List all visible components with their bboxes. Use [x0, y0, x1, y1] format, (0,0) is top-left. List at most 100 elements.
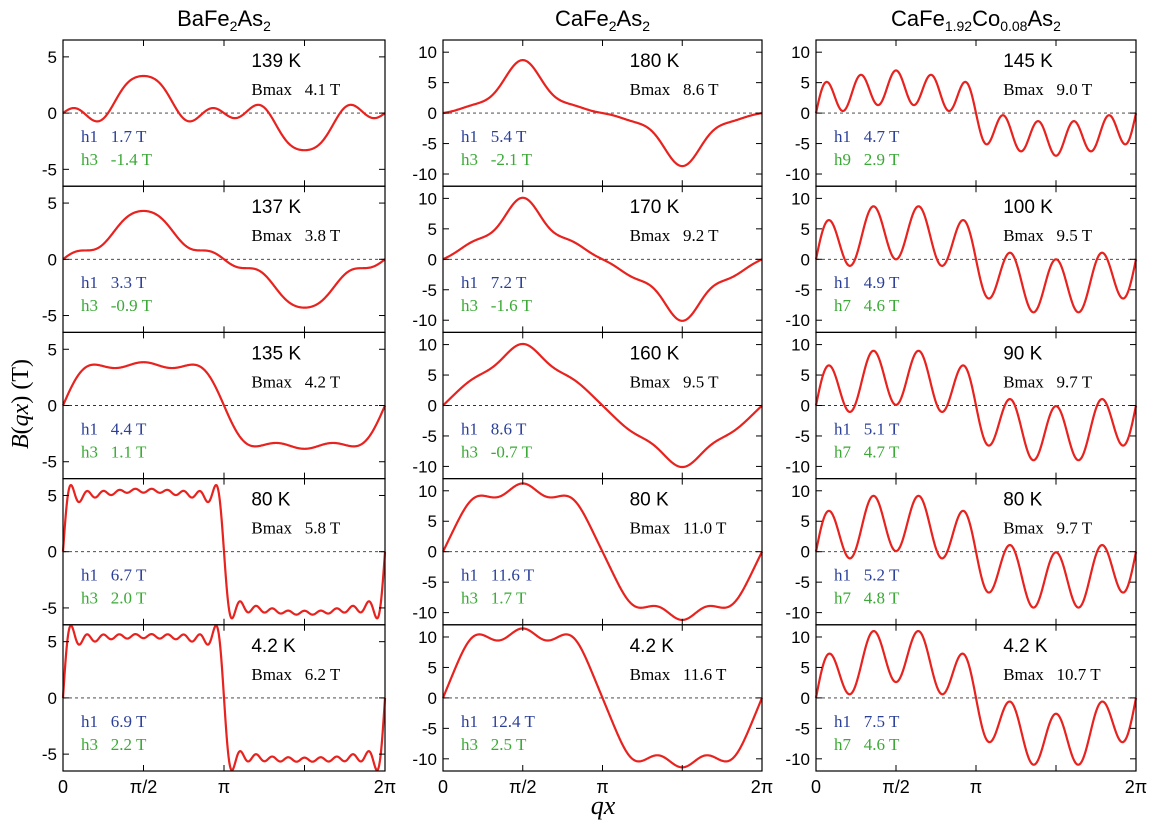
h1-label: h1 11.6 T: [461, 566, 535, 585]
y-tick-label: 10: [791, 482, 810, 501]
y-tick-label: 0: [48, 543, 57, 562]
y-tick-label: 10: [791, 189, 810, 208]
y-tick-label: 0: [428, 104, 437, 123]
harmonic-label: h3 -1.6 T: [461, 296, 533, 315]
y-tick-label: 5: [428, 74, 437, 93]
y-tick-label: 0: [428, 543, 437, 562]
y-tick-label: -10: [785, 457, 810, 476]
y-tick-label: 5: [48, 486, 57, 505]
field-curve: [814, 629, 1138, 766]
y-axis-label: B(qx) (T): [8, 359, 34, 449]
field-curve: [442, 59, 763, 168]
panel: 5 0 -5 80 K Bmax 5.8 T h1 6.7 T h3 2.0 T: [42, 478, 387, 626]
h1-label: h1 4.4 T: [81, 419, 147, 438]
bmax-label: Bmax 9.5 T: [630, 372, 720, 391]
y-tick-label: -5: [795, 135, 810, 154]
h1-label: h1 8.6 T: [461, 419, 527, 438]
harmonic-label: h9 2.9 T: [834, 150, 900, 169]
y-tick-label: -5: [795, 573, 810, 592]
y-tick-label: -10: [412, 750, 437, 769]
y-tick-label: 5: [48, 194, 57, 213]
y-tick-label: 0: [801, 250, 810, 269]
harmonic-label: h3 -1.4 T: [81, 150, 153, 169]
temperature-label: 4.2 K: [1003, 636, 1048, 657]
y-tick-label: -5: [42, 745, 57, 764]
temperature-label: 4.2 K: [251, 636, 296, 657]
h1-label: h1 5.1 T: [834, 419, 900, 438]
y-tick-label: -5: [795, 281, 810, 300]
h1-label: h1 4.9 T: [834, 273, 900, 292]
panel: 5 0 -5 139 K Bmax 4.1 T h1 1.7 T h3 -1.4 T: [42, 39, 386, 187]
y-tick-label: -5: [422, 135, 437, 154]
bmax-label: Bmax 9.7 T: [1003, 372, 1093, 391]
temperature-label: 100 K: [1003, 197, 1053, 218]
temperature-label: 135 K: [251, 343, 301, 364]
y-tick-label: 5: [801, 658, 810, 677]
panel: 10 5 0 -5 -10 180 K Bmax 8.6 T h1 5.4 T h3 -2.1 …: [412, 39, 763, 187]
h1-label: h1 5.2 T: [834, 566, 900, 585]
y-tick-label: 0: [428, 250, 437, 269]
y-tick-label: 5: [48, 340, 57, 359]
field-curve: [442, 482, 763, 622]
field-curve: [62, 74, 386, 152]
bmax-label: Bmax 11.6 T: [630, 665, 727, 684]
y-tick-label: 5: [428, 658, 437, 677]
h1-label: h1 3.3 T: [81, 273, 147, 292]
bmax-label: Bmax 9.7 T: [1003, 519, 1093, 538]
y-tick-label: 0: [48, 250, 57, 269]
y-tick-label: 5: [801, 366, 810, 385]
panel: 10 5 0 -5 -10 90 K Bmax 9.7 T h1 5.1 T h7 4.7 T: [785, 331, 1138, 480]
y-tick-label: 0: [801, 543, 810, 562]
y-tick-label: -10: [785, 750, 810, 769]
y-tick-label: 10: [791, 628, 810, 647]
y-tick-label: 0: [48, 397, 57, 416]
y-tick-label: -5: [42, 307, 57, 326]
temperature-label: 4.2 K: [630, 636, 675, 657]
field-curve: [61, 624, 387, 772]
x-tick-label: 2π: [374, 777, 396, 797]
y-tick-label: 0: [48, 689, 57, 708]
field-curve: [814, 205, 1138, 314]
y-tick-label: 5: [428, 220, 437, 239]
y-tick-label: -5: [422, 573, 437, 592]
temperature-label: 137 K: [251, 197, 301, 218]
y-tick-label: -10: [412, 457, 437, 476]
h1-label: h1 7.2 T: [461, 273, 527, 292]
h1-label: h1 1.7 T: [81, 127, 147, 146]
x-tick-label: 0: [811, 777, 821, 797]
bmax-label: Bmax 10.7 T: [1003, 665, 1101, 684]
h1-label: h1 6.7 T: [81, 566, 147, 585]
harmonic-label: h3 1.1 T: [81, 442, 147, 461]
temperature-label: 80 K: [1003, 490, 1042, 511]
y-tick-label: -10: [412, 311, 437, 330]
field-curve: [442, 196, 763, 322]
x-tick-label: π: [596, 777, 608, 797]
x-tick-label: π/2: [882, 777, 909, 797]
field-curve: [62, 209, 386, 309]
y-tick-label: 10: [418, 43, 437, 62]
panel: 10 5 0 -5 -10 4.2 K Bmax 11.6 T h1 12.4 T h3 2.5…: [412, 624, 764, 772]
x-tick-label: 2π: [1125, 777, 1147, 797]
temperature-label: 139 K: [251, 51, 301, 72]
y-tick-label: -5: [42, 599, 57, 618]
panel: 10 5 0 -5 -10 145 K Bmax 9.0 T h1 4.7 T h9 2.9 T: [785, 39, 1138, 187]
harmonic-label: h3 1.7 T: [461, 589, 527, 608]
panel: 10 5 0 -5 -10 80 K Bmax 9.7 T h1 5.2 T h7 4.8 T: [785, 478, 1138, 626]
bmax-label: Bmax 9.0 T: [1003, 80, 1093, 99]
x-tick-label: π/2: [130, 777, 157, 797]
y-tick-label: 5: [48, 48, 57, 67]
y-tick-label: 0: [801, 397, 810, 416]
y-tick-label: -5: [795, 719, 810, 738]
harmonic-label: h3 2.5 T: [461, 735, 527, 754]
temperature-label: 90 K: [1003, 343, 1042, 364]
y-tick-label: 10: [418, 189, 437, 208]
field-curve: [814, 494, 1138, 609]
field-curve: [442, 342, 763, 469]
y-tick-label: 10: [418, 336, 437, 355]
harmonic-label: h3 2.0 T: [81, 589, 147, 608]
temperature-label: 170 K: [630, 197, 680, 218]
y-tick-label: -5: [42, 453, 57, 472]
field-curve: [814, 69, 1138, 157]
y-tick-label: 10: [791, 43, 810, 62]
